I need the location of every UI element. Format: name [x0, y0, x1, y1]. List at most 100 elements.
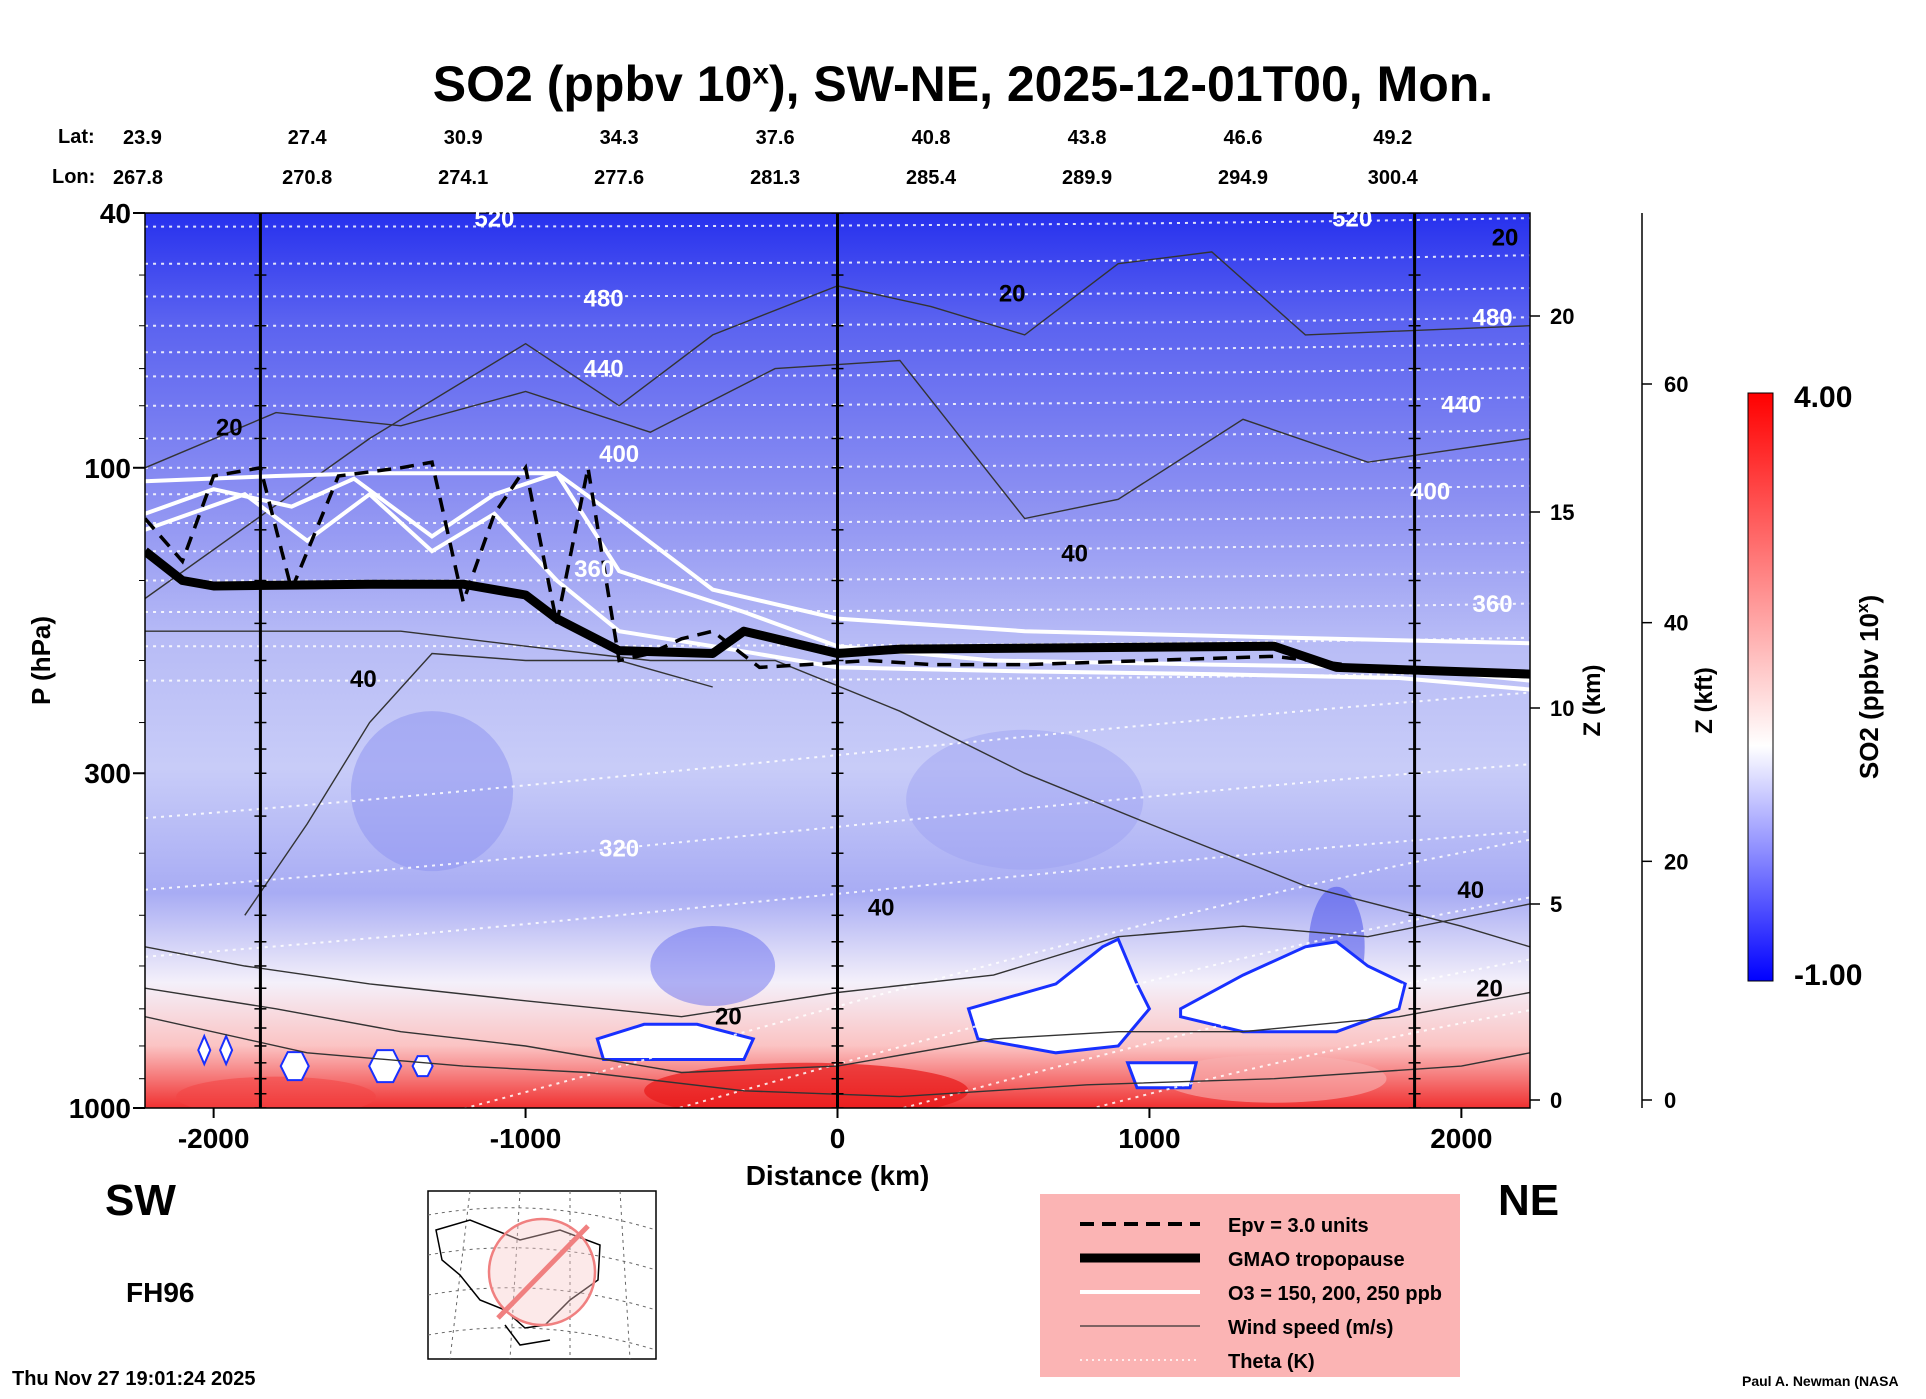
theta-line-1 — [145, 254, 1530, 265]
lon-value-7: 294.9 — [1218, 167, 1268, 189]
x-tick-label: -1000 — [490, 1123, 562, 1154]
x-axis-label: Distance (km) — [746, 1160, 930, 1191]
theta-line-2 — [145, 286, 1530, 298]
inset-coastline-gulf — [504, 1324, 551, 1346]
zkm-axis-title: Z (km) — [1579, 665, 1606, 737]
lat-value-0: 23.9 — [123, 127, 162, 149]
zkm-label: 20 — [1550, 304, 1574, 329]
zkm-label: 0 — [1550, 1088, 1562, 1113]
colorbar-title-suffix: ) — [1854, 595, 1884, 604]
lat-value-2: 30.9 — [444, 127, 483, 149]
terrain-hex-0 — [279, 1051, 310, 1082]
inset-meridian — [619, 1190, 631, 1360]
lat-value-1: 27.4 — [288, 127, 328, 149]
lat-label: Lat: — [58, 126, 95, 148]
terrain-mask-2 — [1179, 940, 1407, 1034]
inset-meridian — [509, 1190, 521, 1360]
colorbar-min-label: -1.00 — [1794, 959, 1862, 992]
lon-value-1: 270.8 — [282, 167, 332, 189]
colorbar-max-label: 4.00 — [1794, 381, 1852, 414]
forecast-hour: FH96 — [126, 1277, 195, 1308]
zkft-label: 40 — [1664, 611, 1688, 636]
theta-line-18 — [145, 830, 1530, 958]
theta-line-8 — [145, 458, 1530, 469]
theta-line-0 — [145, 217, 1530, 228]
legend-label-3: Wind speed (m/s) — [1228, 1317, 1393, 1339]
wind-label-4: 40 — [350, 666, 377, 693]
lat-value-5: 40.8 — [912, 127, 951, 149]
legend-label-4: Theta (K) — [1228, 1351, 1315, 1373]
zkft-label: 60 — [1664, 372, 1688, 397]
theta-line-10 — [145, 513, 1530, 525]
zkft-label: 0 — [1664, 1088, 1676, 1113]
lat-value-3: 34.3 — [600, 127, 639, 149]
zkft-axis-title: Z (kft) — [1691, 667, 1718, 734]
theta-label-7: 480 — [1473, 305, 1513, 332]
colorbar — [1747, 392, 1774, 982]
theta-label-10: 360 — [1473, 591, 1513, 618]
theta-label-6: 520 — [1332, 206, 1372, 233]
theta-label-1: 480 — [584, 286, 624, 313]
theta-label-4: 360 — [574, 556, 614, 583]
chart-title: SO2 (ppbv 10x), SW-NE, 2025-12-01T00, Mo… — [0, 55, 1926, 113]
inset-coastline — [435, 1219, 601, 1329]
theta-line-9 — [145, 484, 1530, 496]
so2-region-5 — [176, 1076, 376, 1108]
theta-label-3: 400 — [599, 441, 639, 468]
ozone-contour-1 — [145, 470, 1530, 683]
wind-contour-6 — [145, 1016, 1530, 1098]
theta-line-13 — [145, 602, 1530, 614]
timestamp: Thu Nov 27 19:01:24 2025 — [12, 1368, 256, 1390]
theta-label-2: 440 — [584, 355, 624, 382]
theta-line-7 — [145, 429, 1530, 440]
theta-line-5 — [145, 366, 1530, 378]
wind-label-3: 40 — [1061, 540, 1088, 567]
lon-label: Lon: — [52, 166, 96, 188]
colorbar-title-prefix: SO2 (ppbv 10 — [1854, 613, 1884, 779]
lon-value-0: 267.8 — [113, 167, 163, 189]
lat-value-4: 37.6 — [756, 127, 795, 149]
title-prefix: SO2 (ppbv 10 — [432, 56, 753, 112]
labels-layer: 520 480 440 400 360 320 520 480 440 400 360 20 20 20 4… — [216, 206, 1519, 1031]
title-suffix: ), SW-NE, 2025-12-01T00, Mon. — [769, 56, 1494, 112]
lon-value-6: 289.9 — [1062, 167, 1112, 189]
theta-line-14 — [145, 636, 1530, 648]
inset-graticule — [427, 1327, 657, 1351]
inset-graticule — [427, 1287, 657, 1311]
inset-map — [427, 1190, 657, 1360]
inset-graticule — [427, 1207, 657, 1231]
zkft-label: 20 — [1664, 849, 1688, 874]
terrain-mask-3 — [1125, 1061, 1199, 1090]
title-sup: x — [752, 57, 769, 91]
lon-value-4: 281.3 — [750, 167, 800, 189]
theta-line-6 — [145, 396, 1530, 407]
wind-label-8: 20 — [1476, 976, 1503, 1003]
theta-line-17 — [145, 763, 1530, 891]
epv-contour — [145, 460, 1530, 679]
terrain-mark-1 — [219, 1033, 234, 1067]
wind-label-2: 20 — [1492, 225, 1519, 252]
inset-graticule — [427, 1247, 657, 1271]
wind-label-5: 40 — [868, 894, 895, 921]
theta-label-8: 440 — [1441, 392, 1481, 419]
wind-label-6: 40 — [1457, 877, 1484, 904]
y-axis-label: P (hPa) — [26, 616, 56, 705]
wind-label-0: 20 — [216, 414, 243, 441]
legend-label-0: Epv = 3.0 units — [1228, 1215, 1369, 1237]
terrain-hex-1 — [368, 1049, 403, 1084]
colorbar-title-sup: x — [1853, 603, 1872, 613]
legend-label-2: O3 = 150, 200, 250 ppb — [1228, 1283, 1442, 1305]
ozone-contour-2 — [145, 491, 1530, 692]
legend-label-1: GMAO tropopause — [1228, 1249, 1405, 1271]
p-tick-label: 40 — [100, 198, 131, 229]
so2-region-0 — [350, 711, 514, 872]
zkm-label: 5 — [1550, 892, 1562, 917]
theta-label-5: 320 — [599, 836, 639, 863]
x-tick-label: -2000 — [178, 1123, 250, 1154]
inset-section-line — [496, 1224, 590, 1320]
so2-region-4 — [644, 1062, 969, 1108]
wind-label-7: 20 — [715, 1003, 742, 1030]
lon-value-5: 285.4 — [906, 167, 957, 189]
